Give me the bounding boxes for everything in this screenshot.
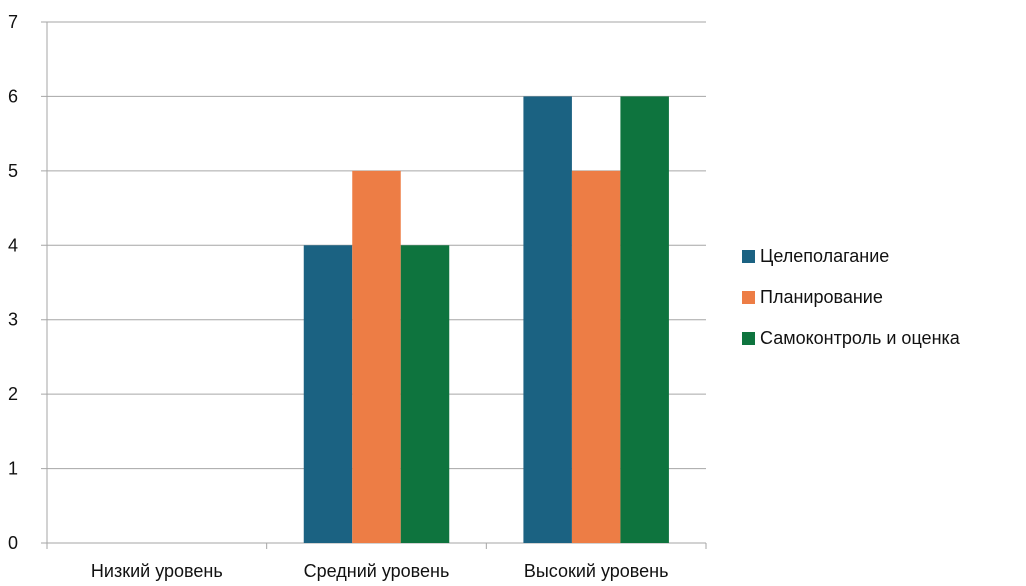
legend-label: Целеполагание [760,246,889,266]
y-tick-label: 1 [8,459,18,479]
y-tick-label: 4 [8,235,18,255]
y-tick-label: 6 [8,86,18,106]
bar [523,96,572,543]
y-tick-label: 5 [8,161,18,181]
y-tick-label: 0 [8,533,18,553]
bar [620,96,669,543]
bar [400,245,450,544]
y-tick-label: 2 [8,384,18,404]
legend-label: Самоконтроль и оценка [760,328,961,348]
x-tick-label: Средний уровень [304,561,450,581]
x-tick-label: Низкий уровень [91,561,223,581]
legend-swatch [742,250,755,263]
x-tick-label: Высокий уровень [524,561,669,581]
y-tick-labels: 0 1 2 3 4 5 6 7 [8,12,18,553]
bar [352,170,401,543]
x-tick-labels: Низкий уровень Средний уровень Высокий уро… [91,561,669,581]
y-tick-label: 3 [8,310,18,330]
y-tick-label: 7 [8,12,18,32]
legend-swatch [742,291,755,304]
legend-label: Планирование [760,287,883,307]
legend-item: Самоконтроль и оценка [742,328,961,348]
bar [303,245,353,544]
bars [303,96,669,544]
legend-item: Целеполагание [742,246,889,266]
legend-item: Планирование [742,287,883,307]
bar [571,170,621,543]
legend-swatch [742,332,755,345]
legend: Целеполагание Планирование Самоконтроль и … [742,246,961,348]
